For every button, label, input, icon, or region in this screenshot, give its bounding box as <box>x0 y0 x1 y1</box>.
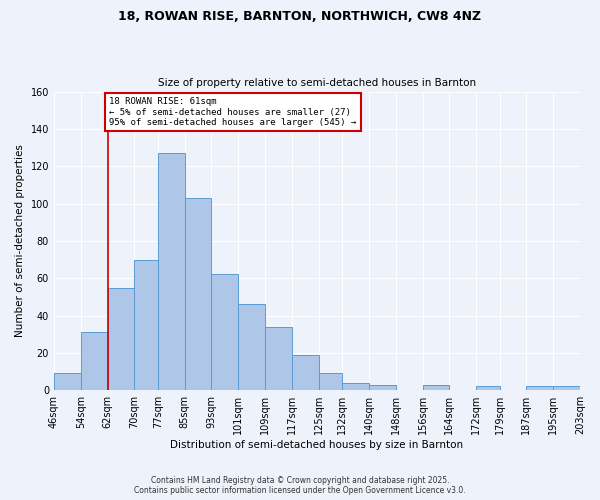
Text: 18, ROWAN RISE, BARNTON, NORTHWICH, CW8 4NZ: 18, ROWAN RISE, BARNTON, NORTHWICH, CW8 … <box>118 10 482 23</box>
Bar <box>553 386 580 390</box>
Bar <box>319 374 342 390</box>
Y-axis label: Number of semi-detached properties: Number of semi-detached properties <box>15 144 25 338</box>
Bar <box>369 384 396 390</box>
Bar <box>185 198 211 390</box>
Text: Contains HM Land Registry data © Crown copyright and database right 2025.
Contai: Contains HM Land Registry data © Crown c… <box>134 476 466 495</box>
Text: 18 ROWAN RISE: 61sqm
← 5% of semi-detached houses are smaller (27)
95% of semi-d: 18 ROWAN RISE: 61sqm ← 5% of semi-detach… <box>109 97 356 127</box>
Bar <box>292 354 319 390</box>
Bar <box>211 274 238 390</box>
Bar <box>422 384 449 390</box>
Title: Size of property relative to semi-detached houses in Barnton: Size of property relative to semi-detach… <box>158 78 476 88</box>
Bar <box>81 332 107 390</box>
Bar <box>265 326 292 390</box>
Bar <box>526 386 553 390</box>
Bar <box>134 260 158 390</box>
Bar <box>107 288 134 390</box>
Bar <box>54 374 81 390</box>
Bar <box>158 153 185 390</box>
Bar <box>342 382 369 390</box>
X-axis label: Distribution of semi-detached houses by size in Barnton: Distribution of semi-detached houses by … <box>170 440 464 450</box>
Bar <box>476 386 500 390</box>
Bar <box>238 304 265 390</box>
